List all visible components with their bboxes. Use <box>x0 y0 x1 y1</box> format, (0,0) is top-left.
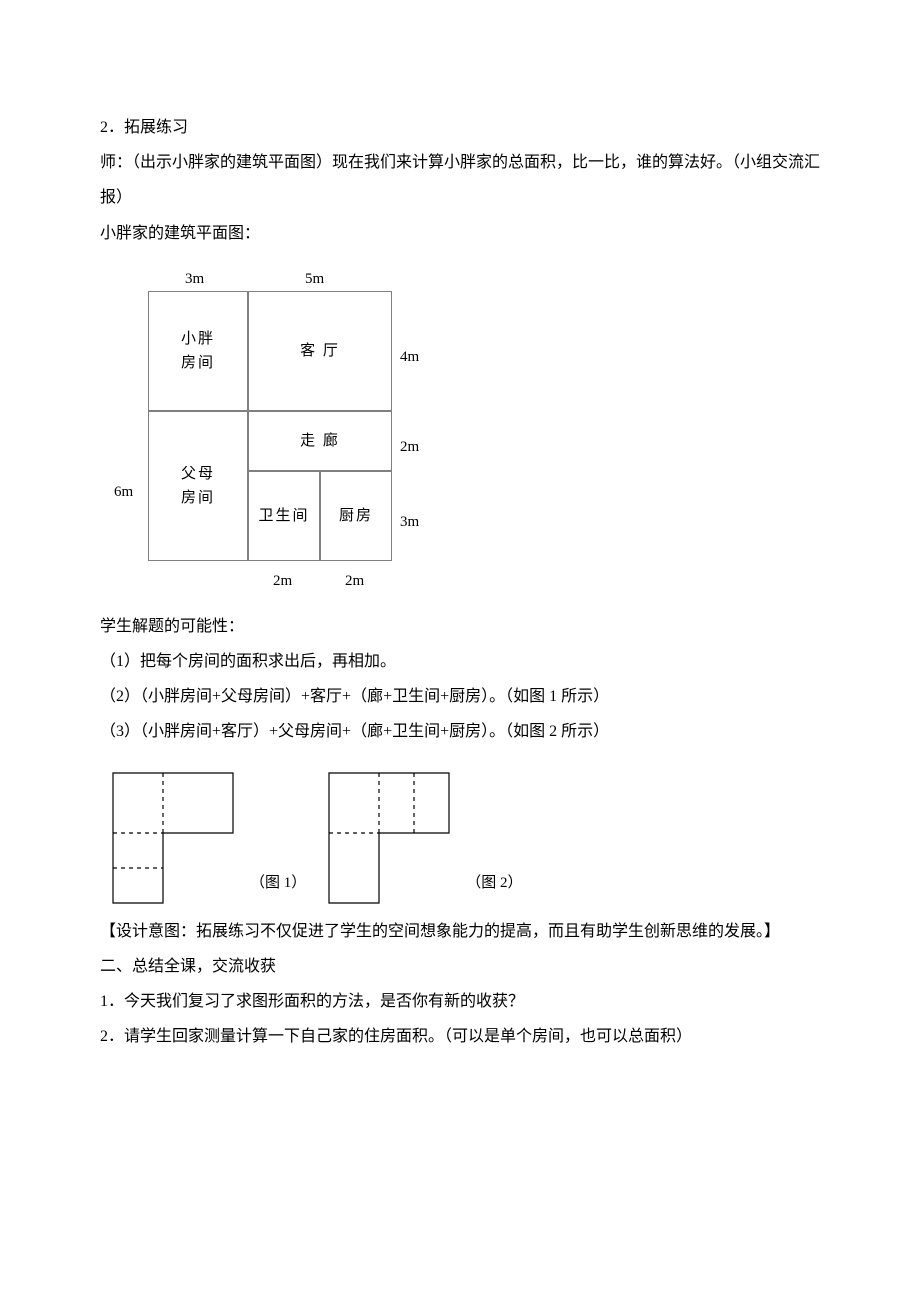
paragraph-summary-1: 1．今天我们复习了求图形面积的方法，是否你有新的收获？ <box>100 984 820 1019</box>
dim-right-4m: 4m <box>400 341 419 374</box>
decomposition-diagrams: （图 1） （图 2） <box>100 758 820 908</box>
figure-2-caption: （图 2） <box>466 867 522 900</box>
dim-bottom-bath-2m: 2m <box>273 565 292 598</box>
paragraph-solution-1: （1）把每个房间的面积求出后，再相加。 <box>100 644 820 679</box>
dim-left-6m: 6m <box>114 476 133 509</box>
floorplan-diagram: 3m 5m 4m 2m 3m 6m 2m 2m 小胖 房间 客 厅 父母 房间 … <box>100 263 430 593</box>
room-xiaopang-line2: 房间 <box>181 351 215 375</box>
paragraph-solution-3: （3）（小胖房间+客厅）+父母房间+（廊+卫生间+厨房）。（如图 2 所示） <box>100 714 820 749</box>
figure-1-caption: （图 1） <box>250 867 306 900</box>
paragraph-design-intent: 【设计意图：拓展练习不仅促进了学生的空间想象能力的提高，而且有助学生创新思维的发… <box>100 914 820 949</box>
room-kitchen: 厨房 <box>320 471 392 561</box>
room-living: 客 厅 <box>248 291 392 411</box>
paragraph-teacher-prompt: 师：（出示小胖家的建筑平面图）现在我们来计算小胖家的总面积，比一比，谁的算法好。… <box>100 145 820 215</box>
dim-right-3m: 3m <box>400 506 419 539</box>
room-bath: 卫生间 <box>248 471 320 561</box>
room-kitchen-label: 厨房 <box>339 504 373 528</box>
room-living-label: 客 厅 <box>300 339 340 363</box>
room-xiaopang: 小胖 房间 <box>148 291 248 411</box>
paragraph-solution-2: （2）（小胖房间+父母房间）+客厅+（廊+卫生间+厨房）。（如图 1 所示） <box>100 679 820 714</box>
document-page: 2．拓展练习 师：（出示小胖家的建筑平面图）现在我们来计算小胖家的总面积，比一比… <box>0 0 920 1302</box>
paragraph-floorplan-title: 小胖家的建筑平面图： <box>100 216 820 251</box>
room-xiaopang-line1: 小胖 <box>181 327 215 351</box>
paragraph-section-summary: 二、总结全课，交流收获 <box>100 949 820 984</box>
paragraph-summary-2: 2．请学生回家测量计算一下自己家的住房面积。（可以是单个房间，也可以总面积） <box>100 1019 820 1054</box>
paragraph-heading-exercise: 2．拓展练习 <box>100 110 820 145</box>
room-corridor: 走 廊 <box>248 411 392 471</box>
paragraph-student-solutions: 学生解题的可能性： <box>100 609 820 644</box>
room-parents-line1: 父母 <box>181 462 215 486</box>
room-parents-line2: 房间 <box>181 486 215 510</box>
figure-2 <box>324 768 454 908</box>
room-bath-label: 卫生间 <box>258 504 309 528</box>
dim-bottom-kitchen-2m: 2m <box>345 565 364 598</box>
dim-right-2m: 2m <box>400 431 419 464</box>
room-corridor-label: 走 廊 <box>300 429 340 453</box>
room-parents: 父母 房间 <box>148 411 248 561</box>
figure-1 <box>108 768 238 908</box>
